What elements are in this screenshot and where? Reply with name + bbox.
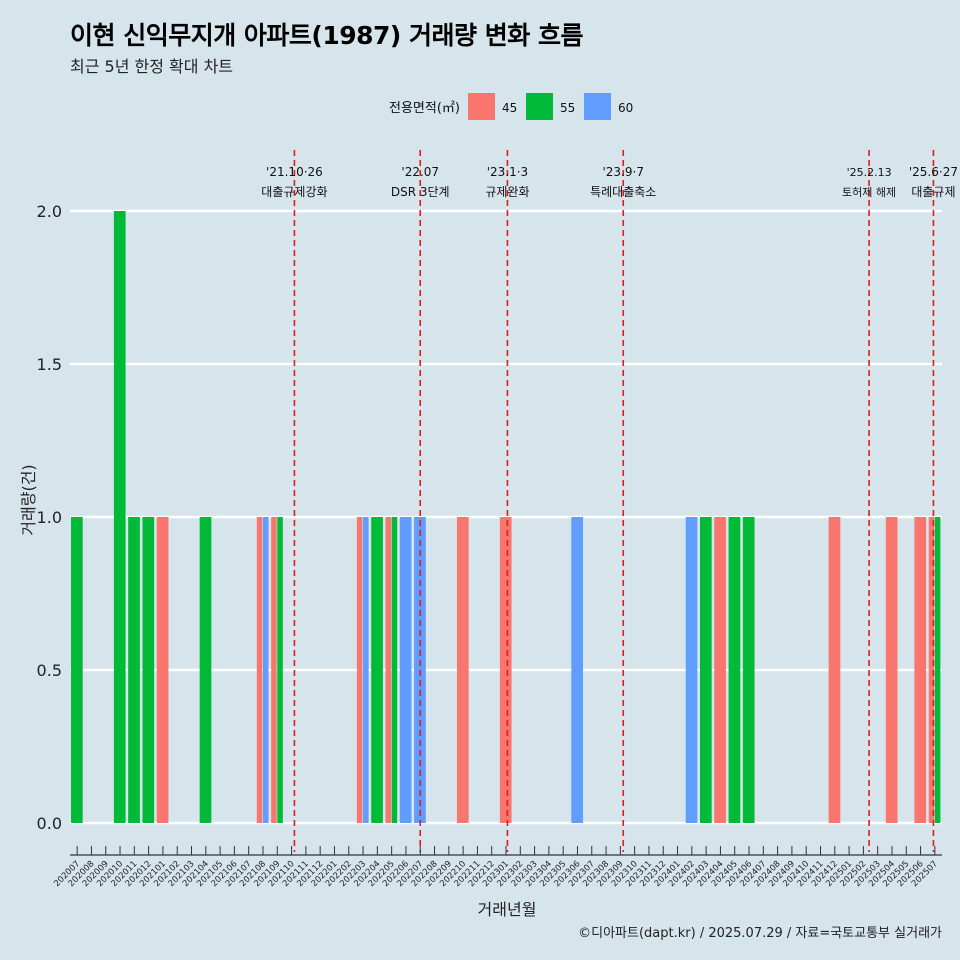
bar-202301-45 bbox=[499, 517, 512, 823]
event-date-5: '25.6·27 bbox=[909, 165, 958, 179]
legend-swatch-55 bbox=[526, 93, 553, 120]
bar-202402-60 bbox=[685, 517, 698, 823]
event-label-3: 특례대출축소 bbox=[590, 185, 656, 199]
bar-202012-55 bbox=[142, 517, 155, 823]
chart-title: 이현 신익무지개 아파트(1987) 거래량 변화 흐름 bbox=[70, 21, 583, 50]
event-date-2: '23.1·3 bbox=[487, 165, 528, 179]
event-markers: '21.10·26 대출규제강화 '22.07 DSR 3단계 '23.1·3 규제완화 '… bbox=[261, 150, 958, 852]
bar-202406-55 bbox=[742, 517, 755, 823]
bar-202109-55 bbox=[277, 517, 283, 823]
event-date-4: '25.2.13 bbox=[847, 166, 892, 179]
bar-202507-45 bbox=[928, 517, 935, 823]
bars bbox=[71, 211, 941, 823]
bar-202203-45 bbox=[356, 517, 363, 823]
bar-202306-60 bbox=[571, 517, 584, 823]
event-label-5: 대출규제 bbox=[911, 185, 955, 199]
legend-label-55: 55 bbox=[560, 101, 575, 115]
bar-202404-45 bbox=[714, 517, 726, 823]
event-label-1: DSR 3단계 bbox=[391, 185, 450, 199]
x-axis-title: 거래년월 bbox=[478, 900, 537, 919]
bar-202011-55 bbox=[128, 517, 140, 823]
y-axis-ticks: 0.0 0.5 1.0 1.5 2.0 bbox=[37, 202, 62, 833]
bar-202205-55 bbox=[391, 517, 398, 823]
y-axis-title: 거래량(건) bbox=[19, 464, 38, 535]
event-date-1: '22.07 bbox=[401, 165, 439, 179]
bar-202403-55 bbox=[699, 517, 712, 823]
event-label-2: 규제완화 bbox=[485, 185, 529, 199]
bar-202506-45 bbox=[914, 517, 927, 823]
bar-202205-45 bbox=[385, 517, 392, 823]
bar-202101-45 bbox=[156, 517, 169, 823]
bar-202210-45 bbox=[456, 517, 469, 823]
bar-202108-60 bbox=[262, 517, 269, 823]
y-tick-label-0.5: 0.5 bbox=[37, 661, 62, 680]
legend-swatch-60 bbox=[584, 93, 611, 120]
bar-202204-55 bbox=[371, 517, 383, 823]
legend-label-60: 60 bbox=[618, 101, 633, 115]
bar-202203-60 bbox=[363, 517, 369, 823]
legend-title: 전용면적(㎡) bbox=[389, 101, 460, 116]
x-axis: 2020072020082020092020102020112020122021… bbox=[52, 846, 942, 889]
bar-202109-45 bbox=[271, 517, 277, 823]
bar-202504-45 bbox=[885, 517, 898, 823]
event-date-0: '21.10·26 bbox=[266, 165, 323, 179]
source-caption: ©디아파트(dapt.kr) / 2025.07.29 / 자료=국토교통부 실… bbox=[578, 926, 942, 941]
event-label-0: 대출규제강화 bbox=[261, 185, 327, 199]
bar-202412-45 bbox=[828, 517, 841, 823]
legend-swatch-45 bbox=[468, 93, 495, 120]
y-tick-label-2.0: 2.0 bbox=[37, 202, 62, 221]
event-date-3: '23.9·7 bbox=[602, 165, 643, 179]
legend-label-45: 45 bbox=[502, 101, 517, 115]
bar-202206-60 bbox=[399, 517, 412, 823]
bar-202007-55 bbox=[71, 517, 83, 823]
y-tick-label-1.5: 1.5 bbox=[37, 355, 62, 374]
bar-202507-55 bbox=[934, 517, 941, 823]
bar-202010-55 bbox=[113, 211, 126, 823]
event-label-4: 토허제 해제 bbox=[842, 185, 896, 199]
chart-subtitle: 최근 5년 한정 확대 차트 bbox=[70, 57, 234, 76]
legend: 전용면적(㎡) 45 55 60 bbox=[389, 93, 633, 120]
bar-202405-55 bbox=[728, 517, 741, 823]
y-tick-label-1.0: 1.0 bbox=[37, 508, 62, 527]
y-tick-label-0.0: 0.0 bbox=[37, 814, 62, 833]
bar-202108-45 bbox=[256, 517, 263, 823]
bar-202104-55 bbox=[199, 517, 212, 823]
